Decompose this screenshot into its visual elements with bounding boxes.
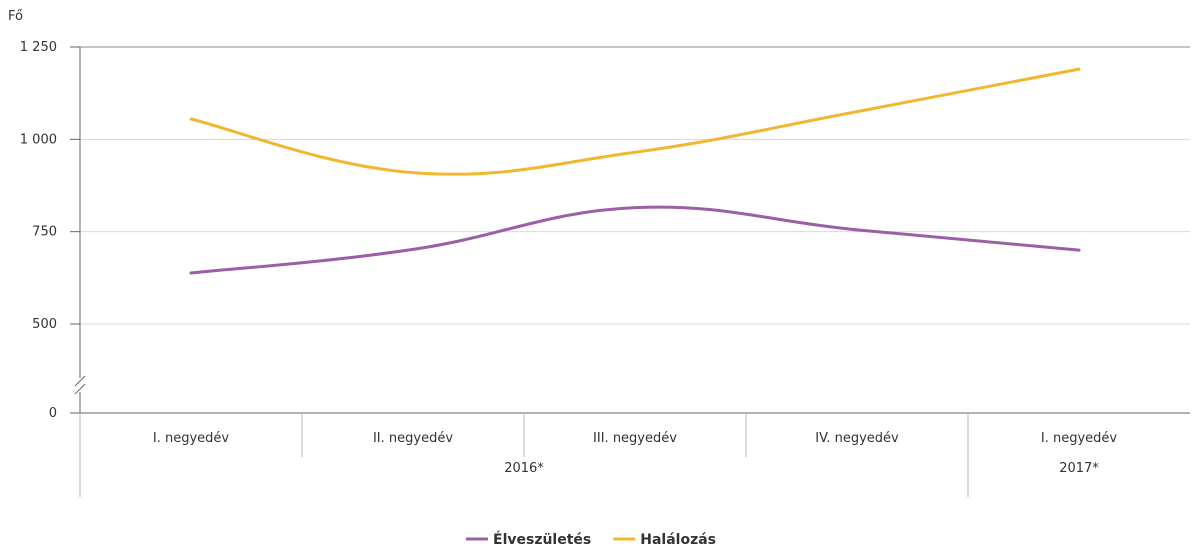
y-axis-title: Fő: [8, 9, 23, 24]
axis-break-gap: [74, 378, 86, 392]
y-tick-label: 1 250: [20, 40, 57, 55]
legend: Élveszületés Halálozás: [466, 531, 716, 548]
x-group-label: 2016*: [504, 461, 544, 476]
x-category-label: III. negyedév: [593, 431, 677, 446]
axes: [70, 46, 969, 497]
legend-label: Halálozás: [640, 532, 716, 548]
grid: [80, 46, 1190, 414]
x-category-label: I. negyedév: [153, 431, 230, 446]
x-category-label: I. negyedév: [1041, 431, 1118, 446]
axis-break-mark: [74, 375, 86, 387]
x-category-label: IV. negyedév: [815, 431, 899, 446]
y-tick-label: 750: [32, 225, 57, 240]
axis-break-mark: [74, 383, 86, 395]
x-group-label: 2017*: [1059, 461, 1099, 476]
series-line-Halálozás: [189, 67, 1081, 176]
x-category-labels: I. negyedév II. negyedév III. negyedév IV. …: [153, 431, 1118, 476]
y-tick-labels: 0 500 750 1 000 1 250: [20, 40, 57, 421]
series-line-Élveszületés: [189, 205, 1081, 275]
series-lines: [189, 67, 1081, 275]
y-tick-label: 0: [49, 406, 57, 421]
legend-label: Élveszületés: [493, 531, 591, 548]
x-category-label: II. negyedév: [373, 431, 453, 446]
y-tick-label: 500: [32, 317, 57, 332]
y-tick-label: 1 000: [20, 132, 57, 147]
